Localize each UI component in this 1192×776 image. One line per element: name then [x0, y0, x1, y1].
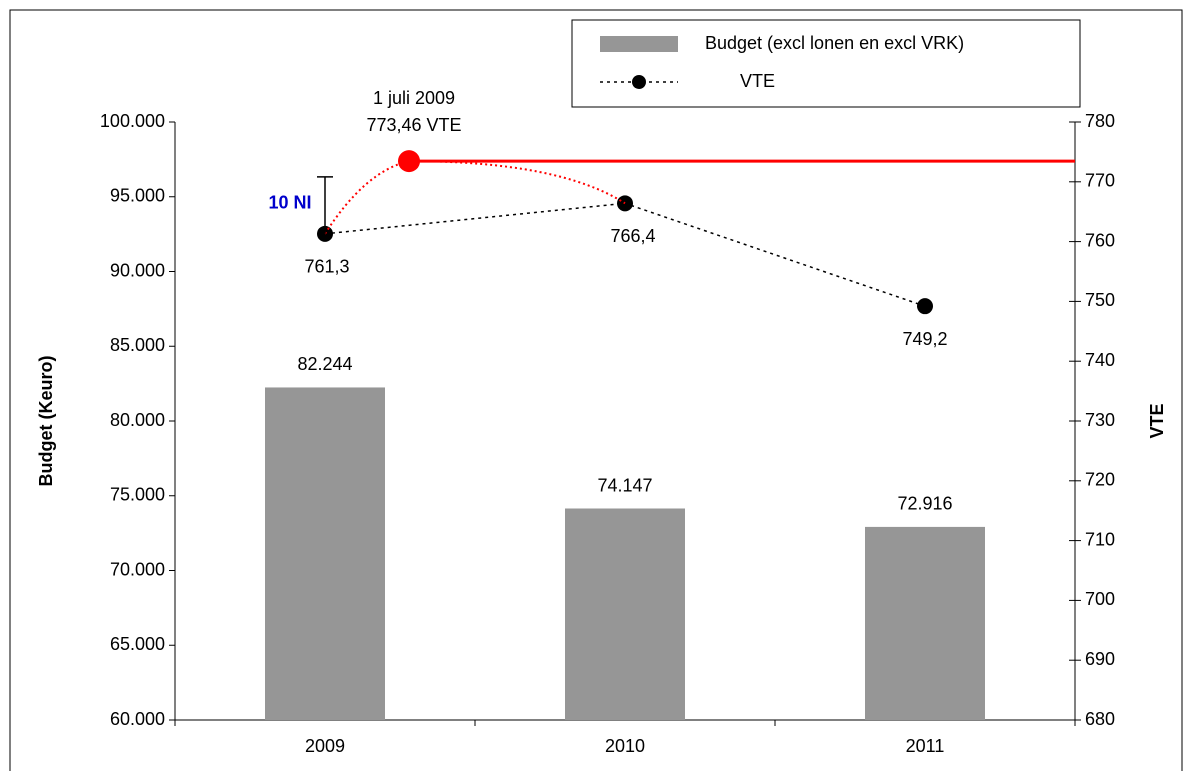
y-tick-label: 60.000 [110, 709, 165, 729]
bar-value-label: 74.147 [597, 475, 652, 495]
annotation-label: 773,46 VTE [366, 115, 461, 135]
y-tick-label: 80.000 [110, 410, 165, 430]
y2-tick-label: 710 [1085, 529, 1115, 549]
bar [565, 508, 685, 720]
y2-tick-label: 750 [1085, 290, 1115, 310]
y-tick-label: 95.000 [110, 186, 165, 206]
annotation-bracket [317, 176, 333, 234]
line-value-label: 766,4 [610, 226, 655, 246]
line-value-label: 749,2 [902, 329, 947, 349]
y2-tick-label: 720 [1085, 470, 1115, 490]
x-tick-label: 2009 [305, 736, 345, 756]
y2-tick-label: 740 [1085, 350, 1115, 370]
y2-tick-label: 730 [1085, 410, 1115, 430]
y2-tick-label: 690 [1085, 649, 1115, 669]
y-tick-label: 70.000 [110, 559, 165, 579]
y2-tick-label: 680 [1085, 709, 1115, 729]
y2-tick-label: 780 [1085, 111, 1115, 131]
bar-value-label: 82.244 [297, 354, 352, 374]
line-point [917, 298, 933, 315]
y-axis-label: Budget (Keuro) [36, 356, 56, 487]
y-tick-label: 100.000 [100, 111, 165, 131]
bar-value-label: 72.916 [897, 494, 952, 514]
line-value-label: 761,3 [304, 257, 349, 277]
legend-label: VTE [740, 71, 775, 91]
y-tick-label: 75.000 [110, 485, 165, 505]
annotation-label: 10 NI [268, 193, 311, 213]
y2-tick-label: 760 [1085, 230, 1115, 250]
annotation-label: 1 juli 2009 [373, 88, 455, 108]
x-tick-label: 2011 [906, 736, 945, 756]
annotation-point [398, 150, 420, 173]
x-tick-label: 2010 [605, 736, 645, 756]
legend-swatch [632, 75, 646, 89]
legend-label: Budget (excl lonen en excl VRK) [705, 33, 964, 53]
y-tick-label: 90.000 [110, 260, 165, 280]
bar [265, 387, 385, 720]
legend-swatch [600, 36, 678, 52]
bar [865, 526, 985, 720]
y2-axis-label: VTE [1147, 403, 1167, 438]
y2-tick-label: 700 [1085, 589, 1115, 609]
y-tick-label: 65.000 [110, 634, 165, 654]
y-tick-label: 85.000 [110, 335, 165, 355]
legend-box [571, 19, 1081, 108]
y2-tick-label: 770 [1085, 171, 1115, 191]
